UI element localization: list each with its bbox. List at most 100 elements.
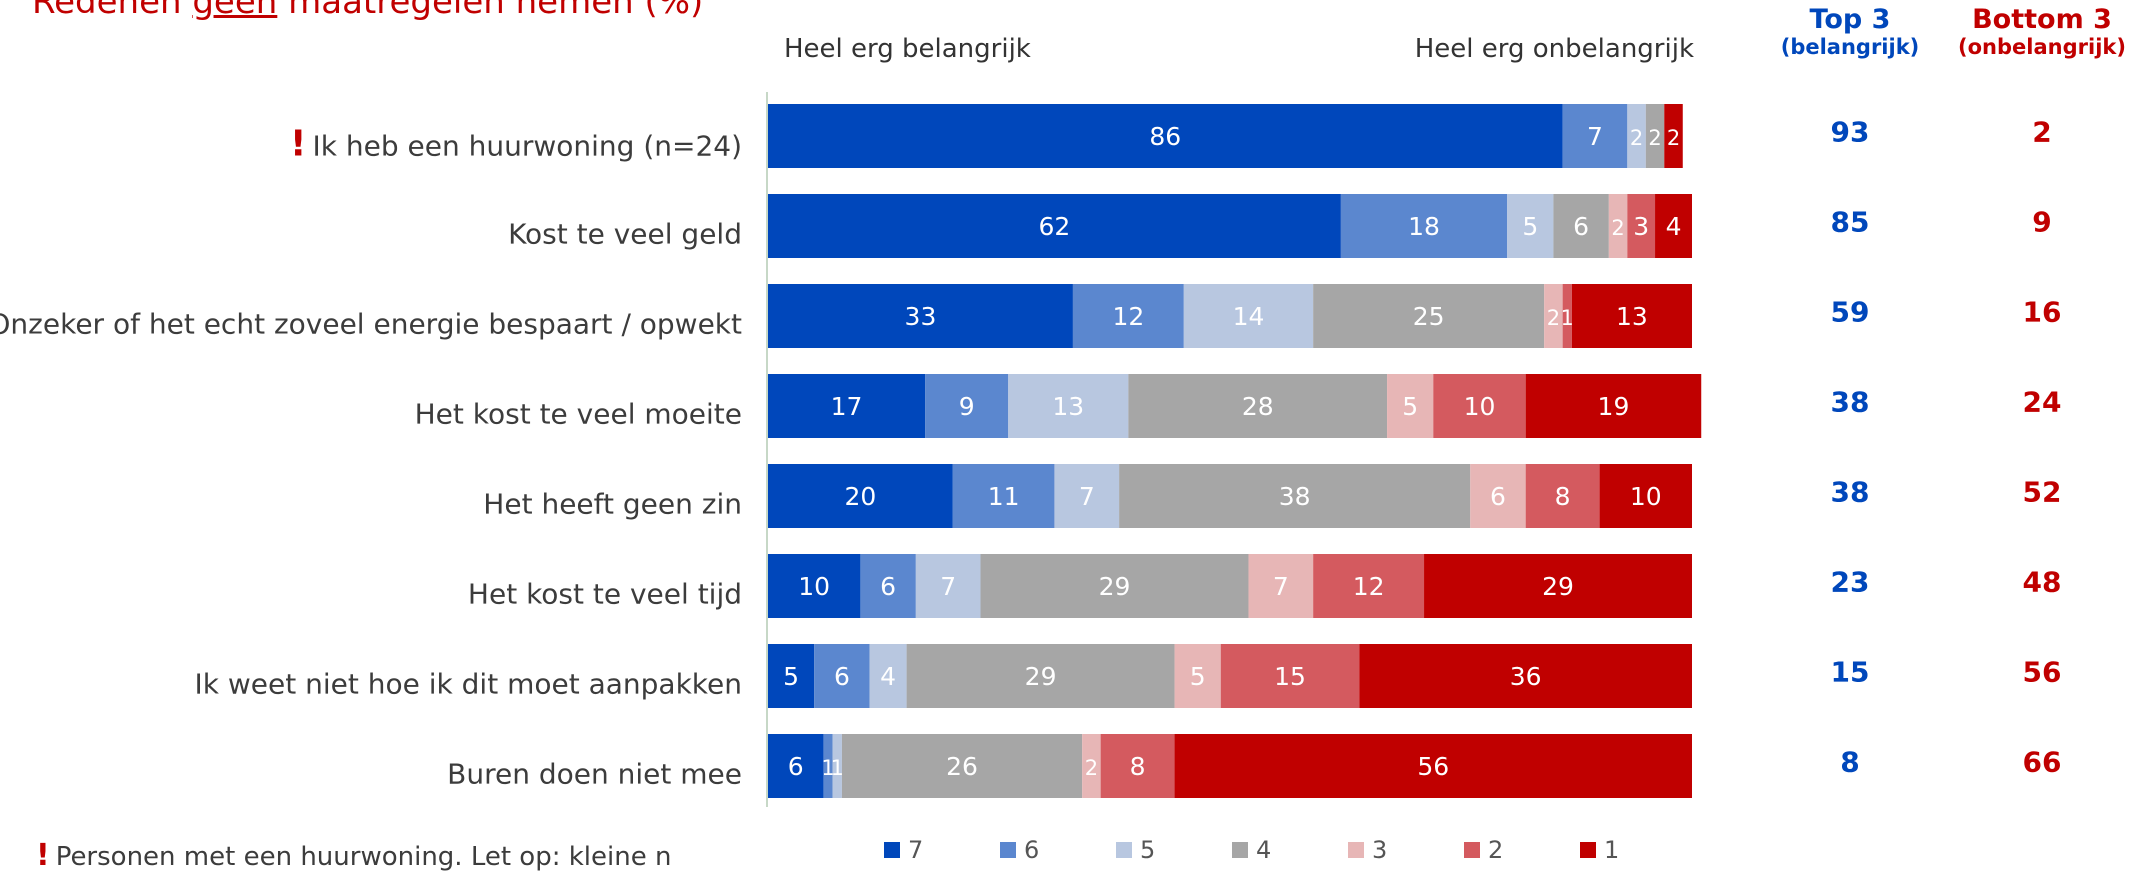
bar-value-label: 17 [831, 392, 863, 421]
bar-segment [768, 734, 824, 798]
category-label: Onzeker of het echt zoveel energie bespa… [0, 307, 742, 341]
top3-value: 59 [1830, 295, 1870, 329]
bar-value-label: 5 [783, 662, 799, 691]
legend-item: 1 [1580, 836, 1619, 864]
legend-swatch [1116, 842, 1132, 858]
bar-segment [1387, 374, 1434, 438]
bar-segment [980, 554, 1249, 618]
bar-segment [1174, 644, 1221, 708]
bar-value-label: 2 [1648, 126, 1661, 150]
bar-segment [1562, 104, 1628, 168]
bottom3-value: 56 [2022, 655, 2062, 689]
bar-segment [915, 554, 981, 618]
bar-value-label: 38 [1279, 482, 1311, 511]
bar-value-label: 4 [1666, 212, 1682, 241]
bar-segment [768, 374, 926, 438]
bar-segment [814, 644, 870, 708]
bar-value-label: 11 [988, 482, 1020, 511]
bottom3-value: 16 [2022, 295, 2062, 329]
left-scale-header: Heel erg belangrijk [784, 34, 1031, 64]
bottom3-value: 9 [2032, 205, 2052, 239]
bar-segment [925, 374, 1009, 438]
top3-value: 8 [1840, 745, 1860, 779]
bar-segment [1313, 284, 1545, 348]
legend-label: 6 [1024, 836, 1040, 864]
legend-item: 6 [1000, 836, 1039, 864]
bar-segment [1359, 644, 1692, 708]
warning-mark: ! [290, 123, 307, 165]
bar-value-label: 9 [959, 392, 975, 421]
bar-value-label: 62 [1039, 212, 1071, 241]
bar-value-label: 6 [1573, 212, 1589, 241]
bar-value-label: 1 [821, 756, 834, 780]
bar-segment [1470, 464, 1526, 528]
bar-segment [832, 734, 842, 798]
bar-segment [1174, 734, 1692, 798]
bar-segment [1082, 734, 1101, 798]
bar-value-label: 29 [1025, 662, 1057, 691]
bar-segment [1340, 194, 1508, 258]
bottom3-value: 2 [2032, 115, 2052, 149]
bar-segment [768, 464, 953, 528]
bar-segment [823, 734, 833, 798]
bar-value-label: 3 [1633, 212, 1649, 241]
top3-value: 38 [1830, 385, 1870, 419]
bar-segment [768, 644, 815, 708]
bar-value-label: 12 [1112, 302, 1144, 331]
bar-segment [1128, 374, 1388, 438]
bar-segment [768, 194, 1341, 258]
bar-value-label: 18 [1408, 212, 1440, 241]
bar-value-label: 7 [1273, 572, 1289, 601]
bar-value-label: 7 [1587, 122, 1603, 151]
bar-segment [1054, 464, 1120, 528]
bar-segment [1008, 374, 1129, 438]
bar-value-label: 10 [798, 572, 830, 601]
legend-item: 5 [1116, 836, 1155, 864]
category-label: ! Ik heb een huurwoning (n=24) [290, 123, 742, 165]
bar-value-label: 6 [788, 752, 804, 781]
bar-value-label: 26 [946, 752, 978, 781]
right-scale-header: Heel erg onbelangrijk [1414, 34, 1694, 64]
bar-segment [1553, 194, 1609, 258]
bar-value-label: 29 [1542, 572, 1574, 601]
bar-segment [1248, 554, 1314, 618]
bar-value-label: 6 [834, 662, 850, 691]
legend-item: 7 [884, 836, 923, 864]
bar-value-label: 1 [1561, 306, 1574, 330]
category-label: Ik weet niet hoe ik dit moet aanpakken [194, 667, 742, 701]
bar-segment [1525, 464, 1600, 528]
bar-value-label: 2 [1611, 216, 1624, 240]
legend-item: 3 [1348, 836, 1387, 864]
bottom3-value: 52 [2022, 475, 2062, 509]
bar-segment [1627, 104, 1646, 168]
bar-segment [1100, 734, 1175, 798]
bar-segment [1433, 374, 1526, 438]
bar-value-label: 6 [880, 572, 896, 601]
bar-segment [1072, 284, 1184, 348]
top3-value: 85 [1830, 205, 1870, 239]
legend-swatch [1580, 842, 1596, 858]
legend-label: 4 [1256, 836, 1272, 864]
bar-segment [768, 104, 1563, 168]
top3-value: 93 [1830, 115, 1870, 149]
bar-value-label: 2 [1547, 306, 1560, 330]
bar-segment [1424, 554, 1692, 618]
legend-swatch [1348, 842, 1364, 858]
legend-swatch [1000, 842, 1016, 858]
bar-segment [1627, 194, 1656, 258]
legend-label: 1 [1604, 836, 1620, 864]
bar-segment [1507, 194, 1554, 258]
bar-value-label: 25 [1413, 302, 1445, 331]
bar-value-label: 5 [1402, 392, 1418, 421]
category-label: Kost te veel geld [508, 217, 742, 251]
bar-value-label: 6 [1490, 482, 1506, 511]
bar-value-label: 13 [1616, 302, 1648, 331]
bar-value-label: 2 [1667, 126, 1680, 150]
bar-segment [1599, 464, 1692, 528]
bar-value-label: 7 [1079, 482, 1095, 511]
top3-value: 15 [1830, 655, 1870, 689]
legend-item: 4 [1232, 836, 1271, 864]
bar-value-label: 8 [1130, 752, 1146, 781]
bar-value-label: 7 [940, 572, 956, 601]
